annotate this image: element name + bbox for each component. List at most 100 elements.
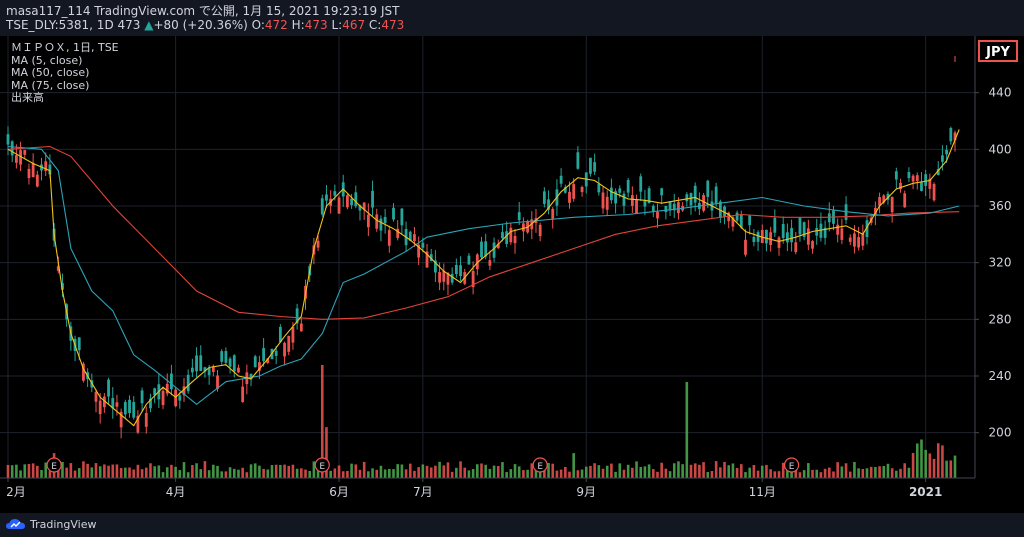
candle-body xyxy=(136,415,140,433)
volume-bar xyxy=(86,463,89,478)
volume-bar xyxy=(719,467,722,478)
candle-body xyxy=(346,195,349,208)
volume-bar xyxy=(467,470,471,478)
volume-bar xyxy=(124,467,127,478)
candle-body xyxy=(639,176,643,192)
symbol-label: TSE_DLY:5381, 1D xyxy=(6,18,114,32)
candle-body xyxy=(827,213,831,223)
candle-body xyxy=(140,390,144,404)
candle-body xyxy=(894,171,898,180)
candle-body xyxy=(358,205,362,211)
volume-bar xyxy=(337,465,341,478)
candle-body xyxy=(857,237,861,248)
volume-bar xyxy=(170,464,173,478)
candle-body xyxy=(664,205,668,213)
volume-bar xyxy=(212,464,215,478)
volume-bar xyxy=(857,468,860,478)
volume-bar xyxy=(605,465,609,478)
earnings-marker-icon xyxy=(314,457,330,473)
candle-body xyxy=(794,242,798,253)
volume-bar xyxy=(258,465,261,478)
candle-body xyxy=(911,175,915,182)
volume-bar xyxy=(438,461,441,478)
volume-bar xyxy=(526,469,529,478)
candle-body xyxy=(903,193,907,208)
low-value: 467 xyxy=(342,18,366,32)
volume-bar xyxy=(844,463,848,478)
volume-bar xyxy=(882,465,886,478)
candle-body xyxy=(798,217,802,235)
price-chart[interactable]: E E E E 200 240 280 320 360 400 440 2月 4月 6月 7月 9月 11月 20… xyxy=(0,36,1024,513)
volume-bar xyxy=(672,463,676,478)
candle-body xyxy=(823,227,827,238)
volume-bar xyxy=(710,471,714,478)
candle-body xyxy=(882,195,886,203)
volume-bar xyxy=(144,467,148,478)
volume-bar xyxy=(517,466,521,478)
volume-bar xyxy=(689,464,693,478)
candle-body xyxy=(295,308,299,324)
volume-bar xyxy=(279,464,282,478)
volume-bar xyxy=(915,443,919,478)
candle-body xyxy=(484,241,488,257)
candle-body xyxy=(593,162,597,172)
candle-body xyxy=(941,155,944,162)
y-tick-label: 440 xyxy=(989,86,1012,100)
legend-ma75[interactable]: MA (75, close) xyxy=(11,78,90,92)
candle-body xyxy=(333,191,337,196)
legend-ma5[interactable]: MA (5, close) xyxy=(11,53,83,67)
candle-body xyxy=(811,241,814,249)
volume-bar xyxy=(756,470,760,478)
volume-bar xyxy=(232,468,236,478)
candle-body xyxy=(266,358,270,363)
volume-bar xyxy=(643,466,647,478)
volume-bar xyxy=(677,461,680,478)
candle-body xyxy=(777,237,781,248)
candle-body xyxy=(899,182,902,190)
candle-body xyxy=(739,214,743,228)
volume-bar xyxy=(73,470,77,478)
earnings-marker-icon xyxy=(46,457,62,473)
volume-bar xyxy=(765,464,768,478)
legend-volume[interactable]: 出来高 xyxy=(11,91,44,104)
volume-bar xyxy=(434,465,437,478)
volume-bar xyxy=(555,470,559,478)
candle-body xyxy=(517,212,521,221)
volume-bar xyxy=(241,467,244,478)
candle-body xyxy=(547,199,550,210)
candle-body xyxy=(630,195,634,206)
candle-body xyxy=(773,217,777,233)
volume-bar xyxy=(442,465,446,478)
candle-body xyxy=(61,283,64,290)
candle-body xyxy=(459,265,462,277)
currency-badge[interactable]: JPY xyxy=(978,40,1018,62)
candle-body xyxy=(815,227,819,236)
volume-bar xyxy=(941,445,944,478)
candle-body xyxy=(714,186,718,204)
candle-body xyxy=(228,358,232,367)
volume-bar xyxy=(375,469,379,478)
candle-body xyxy=(224,350,228,363)
candle-body xyxy=(744,239,747,255)
candle-body xyxy=(31,162,35,178)
candle-body xyxy=(769,232,773,245)
candle-body xyxy=(601,192,605,209)
volume-bar xyxy=(907,467,911,478)
candle-body xyxy=(643,200,647,207)
volume-bar xyxy=(115,464,119,478)
candle-body xyxy=(211,366,215,372)
candle-body xyxy=(199,355,203,371)
legend-ma50[interactable]: MA (50, close) xyxy=(11,66,90,79)
volume-bar xyxy=(174,466,177,478)
candle-body xyxy=(677,202,680,214)
volume-bar xyxy=(392,469,395,478)
close-value: 473 xyxy=(381,18,405,32)
volume-bar xyxy=(237,469,240,478)
volume-bar xyxy=(652,469,655,478)
candle-body xyxy=(731,217,735,227)
volume-bar xyxy=(815,469,819,478)
volume-bar xyxy=(576,470,580,478)
candle-body xyxy=(614,191,617,204)
candle-body xyxy=(375,214,379,229)
volume-bar xyxy=(589,465,592,478)
